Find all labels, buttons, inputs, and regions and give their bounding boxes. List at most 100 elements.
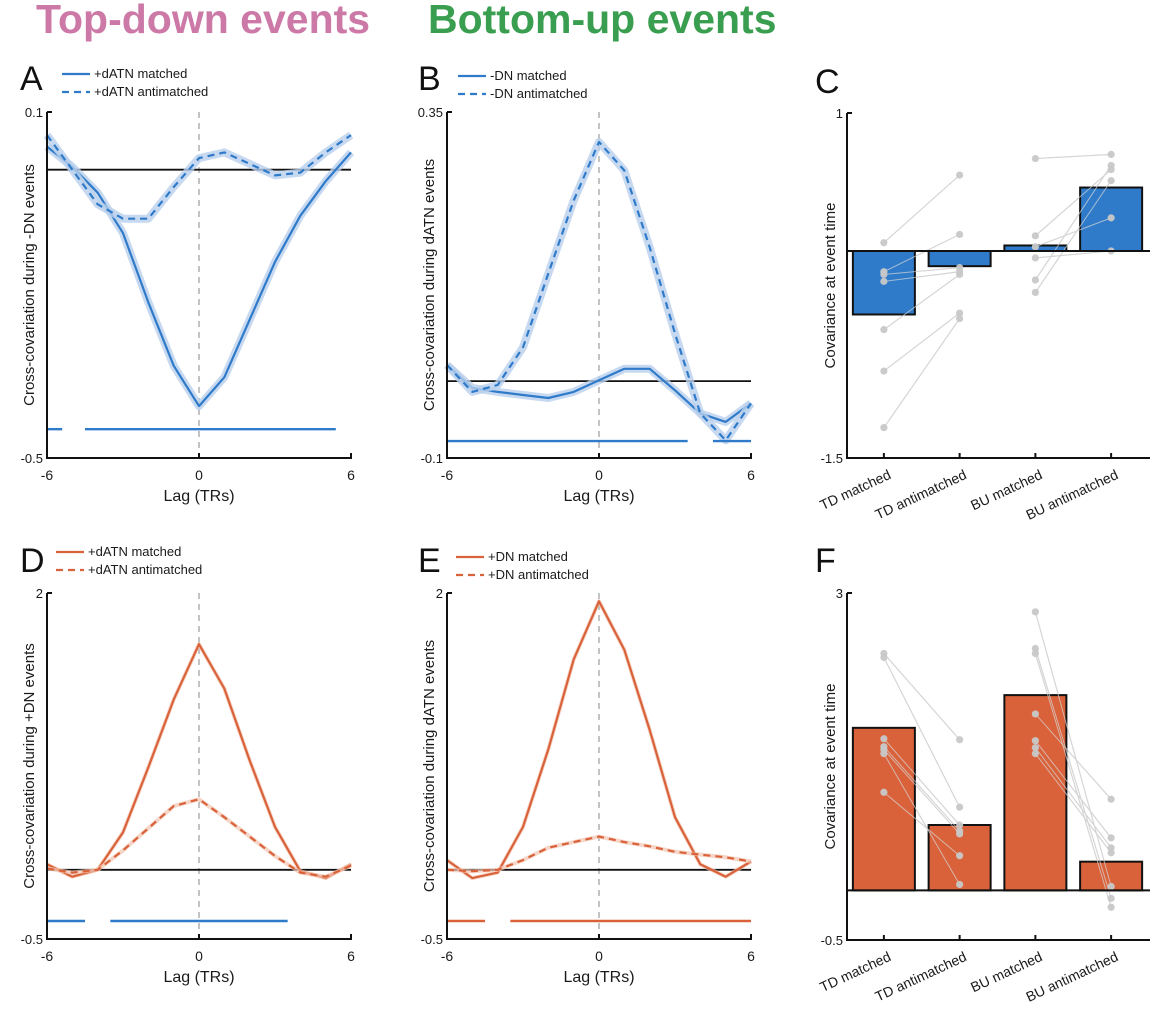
x-axis-label: Lag (TRs) xyxy=(563,488,634,505)
subject-point xyxy=(880,424,888,432)
panel-letter: F xyxy=(815,542,836,580)
y-axis-label: Covariance at event time xyxy=(822,203,839,369)
subject-connector xyxy=(883,274,960,331)
panel-letter: E xyxy=(418,542,441,580)
subject-point xyxy=(1107,834,1115,842)
subject-point xyxy=(1031,608,1039,616)
bar-1 xyxy=(927,250,992,268)
series-line-matched xyxy=(46,145,352,408)
subject-point xyxy=(1031,232,1039,240)
x-tick-label: 0 xyxy=(595,467,603,483)
legend: +dATN matched +dATN antimatched xyxy=(56,544,202,577)
header-bottom-up: Bottom-up events xyxy=(428,0,777,42)
series-line-antimatched xyxy=(46,798,352,878)
x-axis-label: Lag (TRs) xyxy=(163,488,234,505)
subject-point xyxy=(956,309,964,317)
y-tick-label: -0.5 xyxy=(821,933,843,948)
subject-point xyxy=(956,171,964,179)
y-axis-label: Covariance at event time xyxy=(822,684,839,850)
subject-connector xyxy=(883,271,960,282)
panel-letter: B xyxy=(418,60,441,98)
subject-point xyxy=(956,852,964,860)
y-tick-label: -0.5 xyxy=(421,932,443,947)
subject-connector xyxy=(883,312,960,372)
x-tick-label: 6 xyxy=(747,948,755,964)
x-tick-label: -6 xyxy=(41,467,54,483)
subject-connector xyxy=(883,753,961,885)
subject-connector xyxy=(1035,217,1112,248)
subject-point xyxy=(880,277,888,285)
legend: -DN matched -DN antimatched xyxy=(458,68,588,101)
subject-connector xyxy=(883,791,960,857)
subject-connector xyxy=(1035,713,1112,800)
subject-point xyxy=(1031,254,1039,262)
subject-connector xyxy=(1034,611,1112,887)
subject-connector xyxy=(1035,250,1112,259)
y-tick-label: 3 xyxy=(836,586,843,601)
series-line-matched xyxy=(446,600,752,880)
subject-point xyxy=(1031,737,1039,745)
subject-connector xyxy=(1034,740,1112,839)
subject-point xyxy=(1031,649,1039,658)
subject-point xyxy=(956,880,964,889)
y-tick-label: -0.5 xyxy=(21,932,43,947)
subject-connector xyxy=(1035,153,1112,160)
subject-point xyxy=(880,750,888,758)
subject-point xyxy=(1031,288,1039,296)
subject-point xyxy=(956,270,964,279)
subject-point xyxy=(1031,744,1039,752)
subject-point xyxy=(1031,750,1039,758)
subject-connector xyxy=(1034,747,1112,849)
x-axis-label: Lag (TRs) xyxy=(563,969,634,986)
x-axis-label: Lag (TRs) xyxy=(163,969,234,986)
subject-point xyxy=(1107,150,1115,158)
y-tick-label: 0.35 xyxy=(418,105,443,120)
subject-point xyxy=(880,735,888,743)
subject-point xyxy=(1107,795,1115,803)
subject-point xyxy=(1031,243,1039,251)
y-tick-label: 1 xyxy=(836,106,843,121)
subject-point xyxy=(1107,894,1115,902)
subject-connector xyxy=(883,267,960,275)
y-tick-label: -0.5 xyxy=(21,451,43,466)
subject-connector xyxy=(883,749,960,835)
subject-connector xyxy=(1034,653,1112,908)
subject-connector xyxy=(883,233,960,273)
subject-point xyxy=(1107,177,1115,185)
panel-b: B Cross-covariation during dATN events 0.3… xyxy=(418,60,755,505)
subject-point xyxy=(1031,154,1039,163)
subject-connector xyxy=(1035,169,1112,237)
panel-letter: A xyxy=(20,60,43,98)
x-tick-label: 0 xyxy=(195,948,203,964)
panel-letter: C xyxy=(815,63,840,101)
subject-connector xyxy=(1034,753,1112,854)
y-axis-label: Cross-covariation during dATN events xyxy=(421,159,438,411)
subject-connector xyxy=(1034,648,1112,899)
legend-label: -DN matched xyxy=(490,68,567,83)
subject-point xyxy=(956,230,964,239)
x-tick-label: 6 xyxy=(347,948,355,964)
x-tick-label: 0 xyxy=(595,948,603,964)
series-line-antimatched xyxy=(446,835,752,873)
subject-point xyxy=(1031,710,1039,718)
subject-point xyxy=(1107,214,1115,222)
x-tick-label: -6 xyxy=(41,948,54,964)
x-tick-label: -6 xyxy=(441,467,454,483)
subject-connector xyxy=(883,174,960,244)
subject-connector xyxy=(1034,165,1112,281)
subject-point xyxy=(880,270,888,279)
y-tick-label: 2 xyxy=(436,586,443,601)
subject-connector xyxy=(883,657,961,808)
subject-point xyxy=(880,367,888,375)
legend-label: +DN matched xyxy=(488,549,568,564)
subject-connector xyxy=(883,738,961,826)
x-tick-label: 6 xyxy=(747,467,755,483)
legend-label: +dATN antimatched xyxy=(88,562,202,577)
y-tick-label: -1.5 xyxy=(821,451,843,466)
y-axis-label: Cross-covariation during dATN events xyxy=(421,640,438,892)
x-tick-label: 6 xyxy=(347,467,355,483)
x-tick-label: 0 xyxy=(195,467,203,483)
subject-connector xyxy=(1034,180,1112,293)
